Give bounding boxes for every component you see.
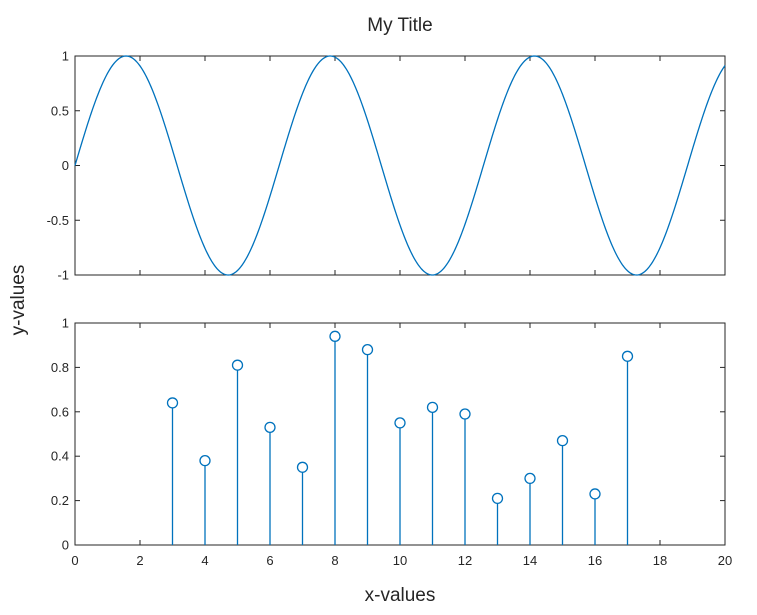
top-y-tick-label-4: 1 [62,49,69,64]
bottom-axes: 0 2 4 6 8 10 12 14 16 18 20 0 0.2 0.4 0.6 0.8 1 [51,316,732,569]
stem-marker-12 [556,435,569,447]
x-tick-label-7: 14 [523,553,537,568]
x-tick-label-2: 4 [201,553,208,568]
bottom-y-tick-label-5: 1 [62,316,69,331]
stem-marker-6 [361,343,374,356]
x-tick-label-4: 8 [331,553,338,568]
x-tick-label-9: 18 [653,553,667,568]
stem-marker-2 [231,359,244,371]
top-y-tick-label-2: 0 [62,158,69,173]
stem-marker-7 [394,417,406,429]
bottom-y-tick-label-3: 0.6 [51,404,69,419]
x-tick-label-5: 10 [393,553,407,568]
stem-marker-5 [329,330,341,342]
top-axes-box [74,55,726,276]
bottom-y-tick-label-4: 0.8 [51,360,69,375]
x-tick-label-8: 16 [588,553,602,568]
stem-marker-1 [199,454,211,467]
sine-series-line [74,55,726,276]
stem-marker-8 [426,401,439,414]
bottom-y-tick-label-2: 0.4 [51,449,69,464]
bottom-y-tick-label-1: 0.2 [51,493,69,508]
x-tick-label-6: 12 [458,553,472,568]
x-tick-label-0: 0 [71,553,78,568]
stem-marker-13 [589,488,601,500]
x-tick-label-3: 6 [266,553,273,568]
chart-title: My Title [367,15,432,36]
stem-series [166,330,634,545]
top-y-tick-label-1: -0.5 [47,213,69,228]
x-tick-label-1: 2 [136,553,143,568]
stem-marker-0 [166,397,179,409]
top-y-tick-label-0: -1 [57,268,69,283]
bottom-axes-ticks: 0 2 4 6 8 10 12 14 16 18 20 0 0.2 0.4 0.6 0.8 1 [51,316,732,569]
stem-marker-11 [524,472,536,485]
stem-marker-9 [459,408,471,420]
stem-marker-10 [491,492,504,505]
top-y-tick-label-3: 0.5 [51,103,69,118]
x-tick-label-10: 20 [718,553,732,568]
y-axis-label: y-values [8,265,29,336]
top-axes: -1 -0.5 0 0.5 1 [47,49,726,283]
top-axes-ticks: -1 -0.5 0 0.5 1 [47,49,726,283]
stem-marker-3 [264,421,276,433]
stem-marker-14 [621,350,634,362]
stem-marker-4 [296,461,309,473]
bottom-y-tick-label-0: 0 [62,538,69,553]
x-axis-label: x-values [365,585,436,606]
